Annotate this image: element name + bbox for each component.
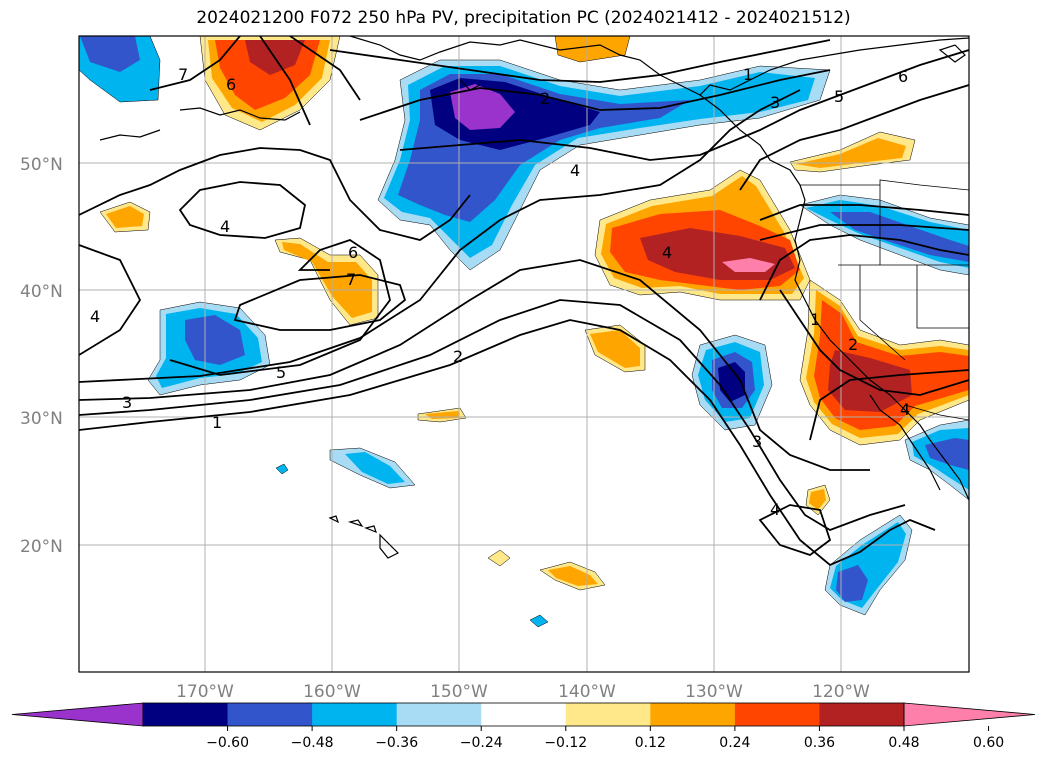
contour-label: 2 [453, 347, 463, 366]
colorbar-extend-high [903, 702, 1036, 727]
lon-label: 150°W [430, 682, 488, 702]
colorbar-frame [142, 702, 905, 727]
colorbar-tick-label: 0.48 [888, 735, 919, 751]
contour-label: 2 [540, 89, 550, 108]
lon-label: 130°W [685, 682, 743, 702]
colorbar-segment [312, 703, 398, 726]
contour-label: 4 [570, 161, 580, 180]
colorbar-segment [819, 703, 905, 726]
contour-labels: 7 6 2 4 4 6 7 5 3 1 2 4 1 3 5 6 4 1 2 3 … [90, 65, 910, 519]
colorbar-segment [396, 703, 482, 726]
colorbar-tick-label: −0.60 [206, 735, 249, 751]
colorbar-segment [143, 703, 229, 726]
contour-label: 1 [810, 310, 820, 329]
contour-label: 4 [90, 307, 100, 326]
lon-label: 120°W [812, 682, 870, 702]
contour-label: 7 [346, 270, 356, 289]
contour-label: 4 [770, 500, 780, 519]
contour-label: 6 [348, 243, 358, 262]
contour-label: 1 [212, 413, 222, 432]
borders [800, 179, 969, 421]
pv-contours [79, 36, 969, 567]
contour-label: 4 [662, 243, 672, 262]
lat-label: 20°N [20, 537, 63, 557]
lon-label: 160°W [303, 682, 361, 702]
lat-label: 40°N [20, 282, 63, 302]
lat-label: 30°N [20, 409, 63, 429]
latitude-labels: 50°N 40°N 30°N 20°N [20, 155, 63, 557]
contour-label: 4 [220, 217, 230, 236]
lon-label: 170°W [176, 682, 234, 702]
colorbar-tick-label: −0.12 [544, 735, 587, 751]
contour-label: 5 [834, 87, 844, 106]
colorbar-segment [650, 703, 736, 726]
colorbar-segment [734, 703, 820, 726]
colorbar-segment [481, 703, 567, 726]
colorbar [11, 702, 1036, 727]
colorbar-tick-label: 0.24 [719, 735, 750, 751]
contour-label: 3 [122, 393, 132, 412]
contour-label: 6 [226, 75, 236, 94]
lat-label: 50°N [20, 155, 63, 175]
contour-label: 1 [743, 65, 753, 84]
map-title: 2024021200 F072 250 hPa PV, precipitatio… [196, 8, 851, 28]
colorbar-tick-label: 0.60 [973, 735, 1004, 751]
colorbar-segment [565, 703, 651, 726]
map-frame [78, 35, 970, 673]
precip-shading [79, 36, 969, 628]
contour-label: 6 [898, 67, 908, 86]
colorbar-tick-label: −0.36 [375, 735, 418, 751]
contour-label: 4 [900, 400, 910, 419]
contour-label: 3 [752, 432, 762, 451]
colorbar-ticks: −0.60 −0.48 −0.36 −0.24 −0.12 0.12 0.24 0.36 0.4… [206, 726, 1004, 751]
colorbar-extend-low [11, 702, 144, 727]
longitude-labels: 170°W 160°W 150°W 140°W 130°W 120°W [176, 682, 870, 702]
contour-label: 5 [276, 363, 286, 382]
colorbar-tick-label: 0.36 [804, 735, 835, 751]
contour-label: 7 [178, 65, 188, 84]
graticule [79, 36, 969, 672]
colorbar-tick-label: −0.48 [291, 735, 334, 751]
contour-label: 3 [770, 93, 780, 112]
colorbar-segment [227, 703, 313, 726]
colorbar-tick-label: 0.12 [635, 735, 666, 751]
map-area: 7 6 2 4 4 6 7 5 3 1 2 4 1 3 5 6 4 1 2 3 … [79, 36, 969, 672]
lon-label: 140°W [558, 682, 616, 702]
contour-label: 2 [848, 335, 858, 354]
coastlines [99, 36, 969, 559]
colorbar-tick-label: −0.24 [460, 735, 503, 751]
